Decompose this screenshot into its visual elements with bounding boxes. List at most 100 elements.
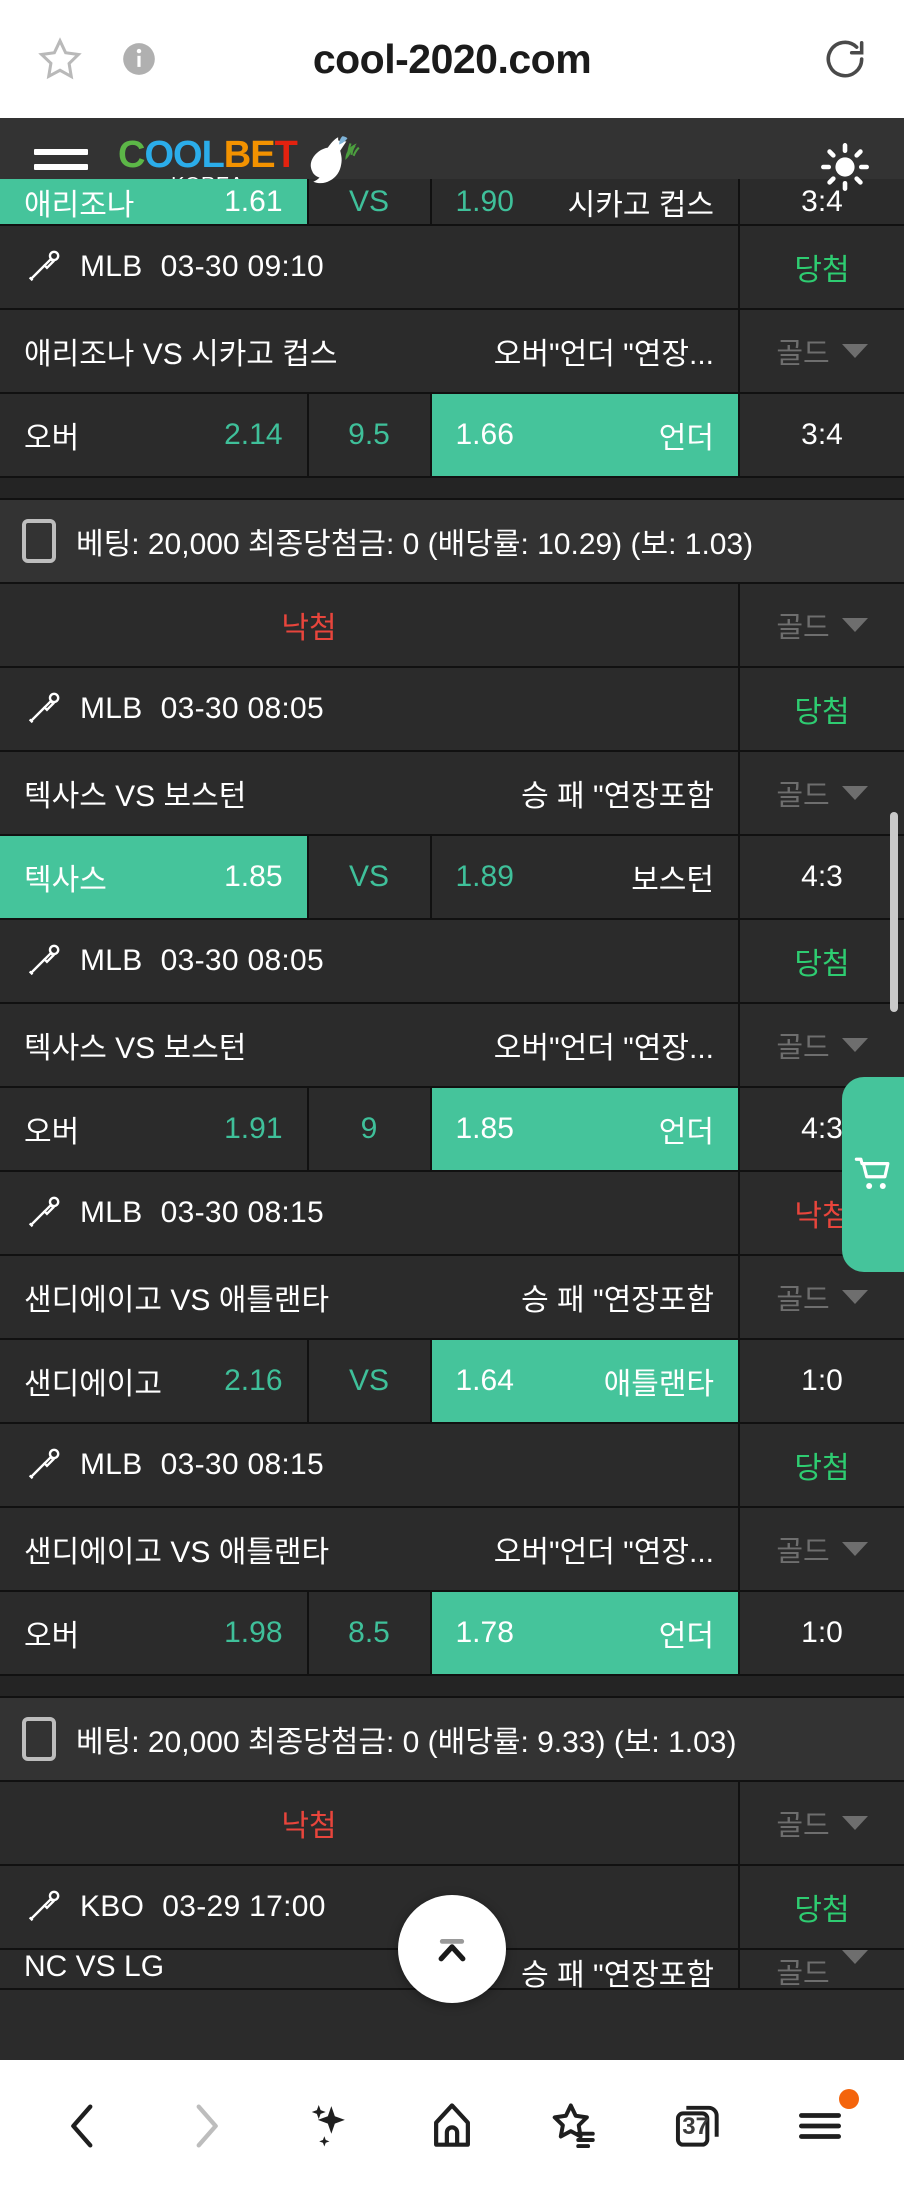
team-name: 시카고 컵스 bbox=[567, 188, 714, 222]
status-badge: 당첨 bbox=[740, 1866, 904, 1948]
pick-name: 언더 bbox=[658, 1620, 714, 1653]
bet-summary-text: 베팅: 20,000 최종당첨금: 0 (배당률: 10.29) (보: 1.0… bbox=[76, 528, 754, 561]
odds-cell-right[interactable]: 1.64 애틀랜타 bbox=[431, 1340, 740, 1422]
forward-arrow-icon bbox=[196, 2104, 219, 2148]
score-cell: 3:4 bbox=[740, 394, 904, 476]
market-type: 오버"언더 "연장... bbox=[493, 338, 714, 371]
nav-back-button[interactable] bbox=[40, 2083, 126, 2169]
market-row[interactable]: 애리조나 VS 시카고 컵스 오버"언더 "연장... 골드 bbox=[0, 310, 904, 394]
odds-cell-right[interactable]: 1.66 언더 bbox=[431, 394, 740, 476]
odds-cell-right[interactable]: 1.90 시카고 컵스 bbox=[432, 179, 740, 224]
odds-row[interactable]: 오버 1.98 8.5 1.78 언더 1:0 bbox=[0, 1592, 904, 1676]
handicap-line: 9 bbox=[360, 1112, 378, 1145]
league-info: MLB 03-30 08:05 bbox=[0, 668, 740, 750]
odds-cell-right[interactable]: 1.85 언더 bbox=[431, 1088, 740, 1170]
dove-icon bbox=[303, 133, 365, 192]
odds-cell-left[interactable]: 샌디에이고 2.16 bbox=[0, 1340, 309, 1422]
market-type: 오버"언더 "연장... bbox=[493, 1536, 714, 1569]
score-cell: 4:3 bbox=[740, 836, 904, 918]
logo-letter: C bbox=[118, 133, 145, 176]
odds-value: 1.89 bbox=[455, 860, 514, 893]
browser-bottom-nav: 37 bbox=[0, 2060, 904, 2192]
bet-summary-row[interactable]: 베팅: 20,000 최종당첨금: 0 (배당률: 10.29) (보: 1.0… bbox=[0, 500, 904, 584]
grade-label: 골드 bbox=[776, 338, 830, 370]
match-datetime: 03-29 17:00 bbox=[162, 1890, 326, 1923]
result-row: 낙첨 골드 bbox=[0, 1782, 904, 1866]
nav-assistant-button[interactable] bbox=[286, 2083, 372, 2169]
info-icon[interactable] bbox=[120, 40, 158, 78]
vs-label: VS bbox=[348, 860, 390, 893]
odds-value: 2.14 bbox=[224, 418, 283, 451]
odds-cell-right[interactable]: 1.78 언더 bbox=[431, 1592, 740, 1674]
sparkle-ai-icon bbox=[311, 2105, 345, 2147]
match-datetime: 03-30 08:05 bbox=[160, 944, 325, 977]
logo-letter: T bbox=[274, 133, 298, 176]
league-info: MLB 03-30 08:05 bbox=[0, 920, 740, 1002]
reload-icon[interactable] bbox=[820, 34, 870, 84]
market-row[interactable]: 샌디에이고 VS 애틀랜타 오버"언더 "연장... 골드 bbox=[0, 1508, 904, 1592]
market-row[interactable]: 텍사스 VS 보스턴 오버"언더 "연장... 골드 bbox=[0, 1004, 904, 1088]
league-header-row: MLB 03-30 08:15 당첨 bbox=[0, 1424, 904, 1508]
bookmark-star-icon[interactable] bbox=[34, 33, 86, 85]
final-score: 1:0 bbox=[801, 1364, 843, 1397]
grade-dropdown[interactable]: 골드 bbox=[740, 1950, 904, 1988]
odds-row[interactable]: 오버 1.91 9 1.85 언더 4:3 bbox=[0, 1088, 904, 1172]
grade-dropdown[interactable]: 골드 bbox=[740, 310, 904, 392]
status-badge: 당첨 bbox=[740, 226, 904, 308]
odds-cell-middle: 8.5 bbox=[309, 1592, 432, 1674]
grade-dropdown[interactable]: 골드 bbox=[740, 752, 904, 834]
baseball-bat-icon bbox=[28, 1448, 60, 1480]
odds-value: 1.90 bbox=[455, 184, 514, 218]
league-header-row: MLB 03-30 08:15 낙첨 bbox=[0, 1172, 904, 1256]
baseball-bat-icon bbox=[28, 250, 60, 282]
grade-dropdown[interactable]: 골드 bbox=[740, 1256, 904, 1338]
odds-cell-middle: 9.5 bbox=[309, 394, 432, 476]
brightness-sun-icon[interactable] bbox=[820, 142, 870, 192]
market-row[interactable]: 텍사스 VS 보스턴 승 패 "연장포함 골드 bbox=[0, 752, 904, 836]
final-score: 3:4 bbox=[801, 418, 843, 451]
nav-bookmarks-button[interactable] bbox=[532, 2083, 618, 2169]
odds-row[interactable]: 텍사스 1.85 VS 1.89 보스턴 4:3 bbox=[0, 836, 904, 920]
cart-fab-button[interactable] bbox=[842, 1077, 904, 1272]
tab-count-label: 37 bbox=[682, 2113, 709, 2141]
odds-cell-left[interactable]: 오버 2.14 bbox=[0, 394, 309, 476]
match-datetime: 03-30 08:05 bbox=[160, 692, 325, 725]
logo-letter: L bbox=[201, 133, 225, 176]
nav-tabs-button[interactable]: 37 bbox=[655, 2083, 741, 2169]
odds-cell-right[interactable]: 1.89 보스턴 bbox=[432, 836, 740, 918]
odds-cell-left[interactable]: 텍사스 1.85 bbox=[0, 836, 309, 918]
market-row[interactable]: 샌디에이고 VS 애틀랜타 승 패 "연장포함 골드 bbox=[0, 1256, 904, 1340]
site-logo[interactable]: COOLBET KOREA bbox=[118, 133, 365, 197]
odds-row[interactable]: 오버 2.14 9.5 1.66 언더 3:4 bbox=[0, 394, 904, 478]
status-text: 당첨 bbox=[794, 948, 850, 981]
league-header-row: MLB 03-30 08:05 당첨 bbox=[0, 668, 904, 752]
odds-cell-left[interactable]: 애리조나 1.61 bbox=[0, 179, 309, 224]
odds-cell-left[interactable]: 오버 1.91 bbox=[0, 1088, 309, 1170]
odds-row[interactable]: 샌디에이고 2.16 VS 1.64 애틀랜타 1:0 bbox=[0, 1340, 904, 1424]
grade-dropdown[interactable]: 골드 bbox=[740, 1782, 904, 1864]
scroll-to-top-button[interactable] bbox=[398, 1895, 506, 2003]
baseball-bat-icon bbox=[28, 1890, 60, 1922]
bet-summary-row[interactable]: 베팅: 20,000 최종당첨금: 0 (배당률: 9.33) (보: 1.03… bbox=[0, 1698, 904, 1782]
chevron-up-icon bbox=[438, 1939, 466, 1962]
chevron-down-icon bbox=[841, 1816, 868, 1830]
row-divider-strip bbox=[0, 478, 904, 500]
nav-menu-button[interactable] bbox=[777, 2083, 863, 2169]
grade-dropdown[interactable]: 골드 bbox=[740, 1004, 904, 1086]
grade-dropdown[interactable]: 골드 bbox=[740, 1508, 904, 1590]
select-checkbox[interactable] bbox=[22, 519, 56, 563]
odds-cell-left[interactable]: 오버 1.98 bbox=[0, 1592, 309, 1674]
bookmarks-star-icon bbox=[552, 2103, 595, 2149]
grade-label: 골드 bbox=[776, 1032, 830, 1064]
status-text: 낙첨 bbox=[281, 1810, 337, 1843]
odds-cell-middle: VS bbox=[309, 836, 432, 918]
nav-forward-button[interactable] bbox=[163, 2083, 249, 2169]
grade-dropdown[interactable]: 골드 bbox=[740, 584, 904, 666]
clipped-odds-row-top[interactable]: 애리조나 1.61 VS 1.90 시카고 컵스 3:4 bbox=[0, 179, 904, 226]
market-type: 오버"언더 "연장... bbox=[493, 1032, 714, 1065]
nav-home-button[interactable] bbox=[409, 2083, 495, 2169]
select-checkbox[interactable] bbox=[22, 1717, 56, 1761]
league-info: MLB 03-30 09:10 bbox=[0, 226, 740, 308]
odds-value: 1.78 bbox=[455, 1616, 514, 1649]
vertical-scrollbar[interactable] bbox=[890, 812, 898, 1012]
